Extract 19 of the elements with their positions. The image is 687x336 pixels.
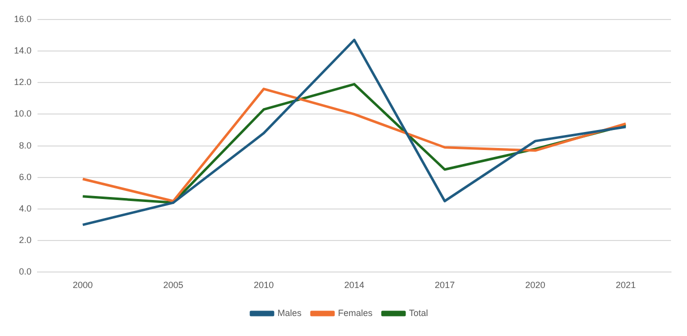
y-tick-label: 2.0: [19, 235, 32, 246]
x-tick-label: 2014: [344, 280, 364, 290]
x-tick-label: 2005: [163, 280, 184, 290]
x-tick-label: 2020: [525, 280, 546, 290]
legend-label: Total: [409, 308, 428, 318]
y-tick-label: 14.0: [14, 45, 32, 56]
y-tick-label: 4.0: [19, 203, 32, 214]
y-tick-label: 8.0: [19, 140, 32, 150]
x-tick-label: 2017: [434, 280, 455, 290]
y-tick-label: 12.0: [14, 77, 32, 88]
y-tick-label: 6.0: [19, 172, 32, 182]
legend-label: Males: [277, 308, 302, 318]
legend-label: Females: [338, 308, 374, 318]
x-tick-label: 2010: [254, 280, 274, 290]
x-tick-label: 2021: [616, 280, 636, 290]
y-tick-label: 16.0: [14, 14, 32, 24]
x-tick-label: 2000: [72, 280, 93, 290]
y-tick-label: 0.0: [19, 266, 32, 277]
y-tick-label: 10.0: [14, 108, 32, 119]
